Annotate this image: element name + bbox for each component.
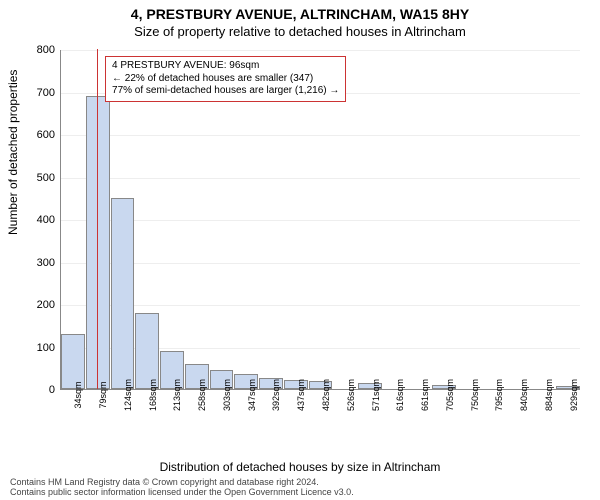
- plot-region: 010020030040050060070080034sqm79sqm124sq…: [60, 50, 580, 390]
- x-tick-label: 79sqm: [98, 381, 108, 408]
- y-tick-label: 600: [37, 129, 55, 141]
- x-tick-label: 168sqm: [148, 379, 158, 411]
- gridline: [61, 50, 580, 51]
- x-tick-label: 482sqm: [321, 379, 331, 411]
- x-tick-label: 258sqm: [197, 379, 207, 411]
- y-tick-label: 200: [37, 299, 55, 311]
- x-tick-label: 884sqm: [544, 379, 554, 411]
- gridline: [61, 305, 580, 306]
- chart-title-subtitle: Size of property relative to detached ho…: [0, 22, 600, 39]
- x-axis-label: Distribution of detached houses by size …: [0, 460, 600, 474]
- x-tick-label: 571sqm: [371, 379, 381, 411]
- x-tick-label: 616sqm: [395, 379, 405, 411]
- x-tick-label: 347sqm: [247, 379, 257, 411]
- property-marker-line: [97, 49, 98, 389]
- y-tick-label: 100: [37, 342, 55, 354]
- histogram-bar: [135, 313, 159, 390]
- annotation-box: 4 PRESTBURY AVENUE: 96sqm← 22% of detach…: [105, 56, 346, 102]
- x-tick-label: 750sqm: [470, 379, 480, 411]
- x-tick-label: 124sqm: [123, 379, 133, 411]
- x-tick-label: 661sqm: [420, 379, 430, 411]
- x-tick-label: 34sqm: [73, 381, 83, 408]
- y-tick-label: 0: [49, 384, 55, 396]
- gridline: [61, 220, 580, 221]
- chart-area: 010020030040050060070080034sqm79sqm124sq…: [60, 50, 580, 420]
- chart-title-address: 4, PRESTBURY AVENUE, ALTRINCHAM, WA15 8H…: [0, 0, 600, 22]
- y-tick-label: 500: [37, 172, 55, 184]
- x-tick-label: 392sqm: [271, 379, 281, 411]
- y-axis-label: Number of detached properties: [6, 70, 20, 235]
- gridline: [61, 178, 580, 179]
- gridline: [61, 135, 580, 136]
- x-tick-label: 213sqm: [172, 379, 182, 411]
- x-tick-label: 303sqm: [222, 379, 232, 411]
- annotation-line2: ← 22% of detached houses are smaller (34…: [112, 73, 339, 86]
- footer-line2: Contains public sector information licen…: [10, 488, 354, 498]
- annotation-line1: 4 PRESTBURY AVENUE: 96sqm: [112, 60, 339, 73]
- x-tick-label: 526sqm: [346, 379, 356, 411]
- histogram-bar: [111, 198, 135, 389]
- annotation-line3: 77% of semi-detached houses are larger (…: [112, 85, 339, 98]
- x-tick-label: 437sqm: [296, 379, 306, 411]
- x-tick-label: 795sqm: [494, 379, 504, 411]
- footer-attribution: Contains HM Land Registry data © Crown c…: [10, 478, 354, 498]
- y-tick-label: 400: [37, 214, 55, 226]
- y-tick-label: 300: [37, 257, 55, 269]
- y-tick-label: 700: [37, 87, 55, 99]
- y-tick-label: 800: [37, 44, 55, 56]
- gridline: [61, 263, 580, 264]
- x-tick-label: 840sqm: [519, 379, 529, 411]
- x-tick-label: 929sqm: [569, 379, 579, 411]
- x-tick-label: 705sqm: [445, 379, 455, 411]
